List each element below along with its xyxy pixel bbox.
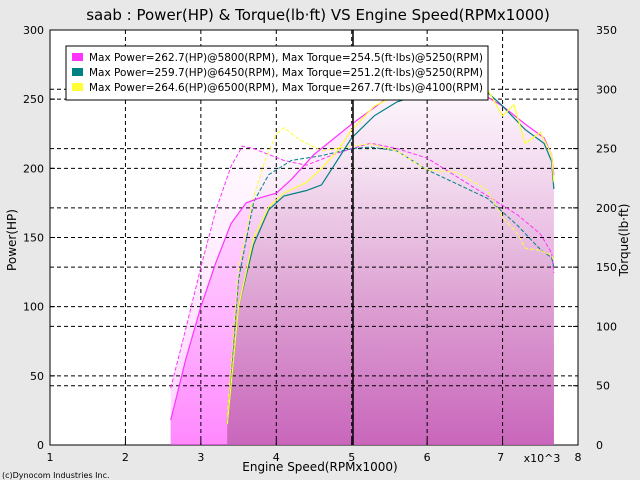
legend-swatch (72, 68, 83, 76)
y-tick-label: 0 (37, 439, 44, 452)
power-series-line (170, 80, 555, 421)
y2-tick-label: 200 (596, 202, 617, 215)
y2-tick-label: 300 (596, 83, 617, 96)
legend: Max Power=262.7(HP)@5800(RPM), Max Torqu… (65, 45, 489, 101)
legend-entry-label: Max Power=259.7(HP)@6450(RPM), Max Torqu… (89, 67, 483, 79)
y2-tick-label: 250 (596, 143, 617, 156)
torque-series-line (226, 126, 555, 416)
x-tick-label: 3 (197, 451, 204, 464)
y2-tick-label: 0 (596, 439, 603, 452)
chart-title: saab : Power(HP) & Torque(lb·ft) VS Engi… (86, 6, 550, 24)
power-series-line (226, 78, 555, 425)
x-tick-label: 5 (348, 451, 355, 464)
x-tick-label: 4 (273, 451, 280, 464)
y-tick-label: 250 (23, 93, 44, 106)
legend-entry-label: Max Power=262.7(HP)@5800(RPM), Max Torqu… (89, 52, 483, 64)
x-tick-label: 8 (575, 451, 582, 464)
y-tick-label: 300 (23, 24, 44, 37)
power-series-line (226, 85, 555, 425)
y2-tick-label: 150 (596, 261, 617, 274)
x-multiplier-label: x10^3 (524, 452, 561, 465)
legend-swatch (72, 83, 83, 91)
x-tick-label: 2 (122, 451, 129, 464)
legend-swatch (72, 53, 83, 61)
copyright-text: (c)Dynocom Industries Inc. (2, 471, 110, 480)
y-tick-label: 50 (30, 370, 44, 383)
y2-tick-label: 50 (596, 380, 610, 393)
legend-entry-label: Max Power=264.6(HP)@6500(RPM), Max Torqu… (89, 82, 483, 94)
y-tick-label: 150 (23, 232, 44, 245)
y2-axis-label: Torque(lb·ft) (617, 204, 631, 278)
y-tick-label: 100 (23, 301, 44, 314)
torque-series-line (226, 146, 555, 422)
torque-series-line (170, 142, 555, 389)
x-tick-label: 7 (497, 451, 504, 464)
y2-tick-label: 350 (596, 24, 617, 37)
x-tick-label: 6 (424, 451, 431, 464)
y-axis-label: Power(HP) (5, 209, 19, 271)
y2-tick-label: 100 (596, 320, 617, 333)
y-tick-label: 200 (23, 162, 44, 175)
x-axis-label: Engine Speed(RPMx1000) (242, 460, 398, 474)
x-tick-label: 1 (47, 451, 54, 464)
legend-box (65, 45, 489, 101)
torque-fill-area (227, 127, 554, 445)
